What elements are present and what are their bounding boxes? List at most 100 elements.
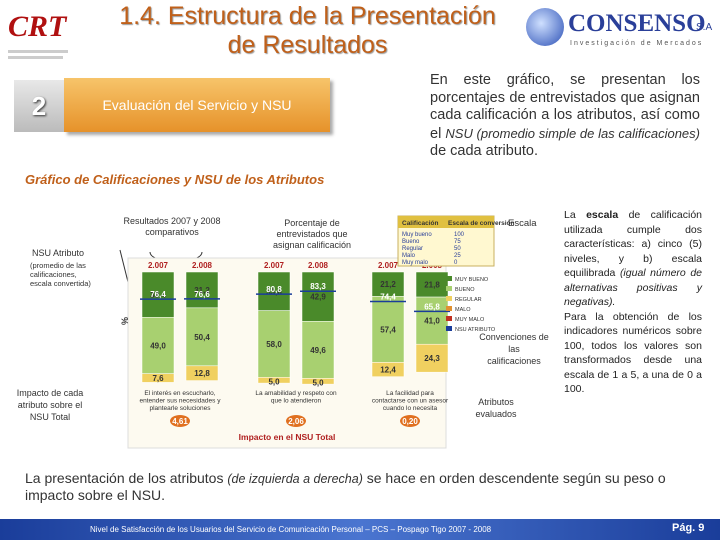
segment bbox=[371, 271, 405, 297]
nsu-label: 76,6 bbox=[194, 290, 210, 299]
text-line: asignan calificación bbox=[273, 240, 351, 250]
text-line: comparativos bbox=[145, 227, 199, 237]
intro: En este gráfico, se presentan los porcen… bbox=[430, 72, 700, 161]
intro-tail: de cada atributo. bbox=[430, 143, 539, 159]
segment bbox=[185, 307, 219, 367]
axis-label: % bbox=[120, 317, 130, 325]
legend-swatch bbox=[446, 286, 452, 291]
segment-label: 50,4 bbox=[194, 333, 210, 342]
nsu-label: 76,4 bbox=[150, 290, 166, 299]
side-p2: Para la obtención de los indicadores num… bbox=[564, 310, 702, 396]
footer-page: Pág. 9 bbox=[672, 522, 705, 534]
crt-text: CRT bbox=[8, 10, 67, 43]
scale-header bbox=[398, 216, 494, 228]
conventions-note: Convenciones de las calificaciones bbox=[479, 332, 549, 366]
segment bbox=[371, 296, 405, 363]
segment bbox=[257, 310, 291, 378]
footer-bar: Nivel de Satisfacción de los Usuarios de… bbox=[0, 519, 720, 540]
segment-label: 31,2 bbox=[194, 286, 210, 295]
text-line: Resultados 2007 y 2008 bbox=[123, 216, 220, 226]
impact-value: 4,61 bbox=[172, 417, 188, 426]
segment bbox=[415, 271, 449, 298]
intro-text: En este gráfico, se presentan los porcen… bbox=[430, 72, 700, 142]
nsu-label: 83,3 bbox=[310, 282, 326, 291]
legend-swatch bbox=[446, 316, 452, 321]
legend-swatch bbox=[446, 296, 452, 301]
footer-text: Nivel de Satisfacción de los Usuarios de… bbox=[90, 525, 492, 534]
section-number: 2 bbox=[31, 91, 47, 121]
attribute-label: El interés en escucharlo, entender sus ne… bbox=[140, 390, 222, 412]
text-line: NSU Total bbox=[30, 412, 70, 422]
segment-label: 41,0 bbox=[424, 317, 440, 326]
logo-name: CONSENSO bbox=[568, 10, 706, 37]
impact-value: 0,20 bbox=[402, 417, 418, 426]
segment bbox=[257, 271, 291, 311]
year-label: 2.007 bbox=[148, 261, 169, 270]
segment-label: 12,8 bbox=[194, 369, 210, 378]
text-line: Impacto de cada bbox=[17, 388, 84, 398]
text-line: La amabilidad y respeto con bbox=[255, 390, 337, 397]
logo-line bbox=[8, 50, 68, 53]
segment-label: 5,0 bbox=[268, 377, 280, 386]
attribute-label: La facilidad para contactarse con un ases… bbox=[372, 390, 449, 412]
scale-note: Escala bbox=[508, 218, 537, 229]
impact-value: 2,06 bbox=[288, 417, 304, 426]
logo-suffix: S.A bbox=[696, 22, 713, 33]
segment bbox=[257, 377, 291, 384]
section-label: Evaluación del Servicio y NSU bbox=[102, 96, 292, 113]
years-note: Resultados 2007 y 2008 comparativos bbox=[123, 216, 220, 237]
segment-label: 5,0 bbox=[312, 378, 324, 387]
nsu-note: NSU Atributo bbox=[32, 248, 84, 258]
nsu-note-detail: (promedio de las calificaciones, escala co… bbox=[30, 261, 91, 288]
segment-label: 39,4 bbox=[150, 291, 166, 300]
text-line: Porcentaje de bbox=[284, 218, 340, 228]
segment bbox=[301, 321, 335, 379]
scale-header-cell: Calificación bbox=[402, 220, 439, 227]
figure: Resultados 2007 y 2008 comparativos Porcen… bbox=[17, 215, 549, 449]
bottom-c: se hace en orden descendente según su pe… bbox=[25, 470, 666, 503]
impact-title: Impacto en el NSU Total bbox=[239, 432, 336, 442]
year-label: 2.007 bbox=[264, 261, 285, 270]
nsu-label: 74,4 bbox=[380, 292, 396, 301]
side-a: La bbox=[564, 209, 576, 221]
text-line: escala convertida) bbox=[30, 279, 91, 288]
scale-cell: 75 bbox=[454, 239, 461, 245]
scale-cell: Bueno bbox=[402, 239, 420, 245]
segment bbox=[141, 271, 175, 318]
segment-label: 57,4 bbox=[380, 325, 396, 334]
attributes-note: Atributos evaluados bbox=[475, 397, 517, 419]
side-d: (igual número de alternativas positivas … bbox=[564, 267, 703, 308]
scale-cell: Muy malo bbox=[402, 260, 429, 266]
figure-title: Gráfico de Calificaciones y NSU de los A… bbox=[25, 172, 325, 187]
scale-header-cell: Escala de conversión bbox=[448, 220, 515, 227]
year-label: 2.007 bbox=[378, 261, 399, 270]
text-line: que lo atendieron bbox=[271, 398, 322, 405]
segment-label: 24,3 bbox=[424, 354, 440, 363]
side-text: La escala de calificación utilizada cump… bbox=[564, 208, 702, 397]
segment-label: 42,9 bbox=[310, 293, 326, 302]
impact-badge bbox=[170, 415, 190, 427]
logo-tagline: Investigación de Mercados bbox=[570, 40, 704, 47]
legend-label: MUY MALO bbox=[455, 317, 485, 323]
text-line: entender sus necesidades y bbox=[140, 398, 222, 405]
legend-label: MALO bbox=[455, 307, 471, 313]
segment-label: 21,2 bbox=[380, 280, 396, 289]
side-c: de calificación utilizada cumple dos car… bbox=[564, 209, 703, 279]
text-line: (promedio de las bbox=[30, 261, 86, 270]
section-number-box: 2 bbox=[14, 80, 64, 132]
legend-swatch bbox=[446, 306, 452, 311]
text-line: atributo sobre el bbox=[18, 400, 83, 410]
text-line: plantearle soluciones bbox=[149, 405, 211, 412]
logo-line bbox=[8, 56, 63, 59]
text-line: las bbox=[508, 344, 520, 354]
scale-cell: 50 bbox=[454, 246, 461, 252]
consenso-logo: CONSENSO S.A Investigación de Mercados bbox=[526, 8, 720, 52]
text-line: La facilidad para bbox=[386, 390, 434, 397]
section-label-box: Evaluación del Servicio y NSU bbox=[64, 78, 330, 132]
bottom-text: La presentación de los atributos (de izq… bbox=[25, 470, 705, 503]
bottom-a: La presentación de los atributos bbox=[25, 470, 224, 486]
bottom-b: (de izquierda a derecha) bbox=[227, 472, 363, 486]
segment-label: 58,0 bbox=[266, 340, 282, 349]
text-line: Convenciones de bbox=[479, 332, 549, 342]
